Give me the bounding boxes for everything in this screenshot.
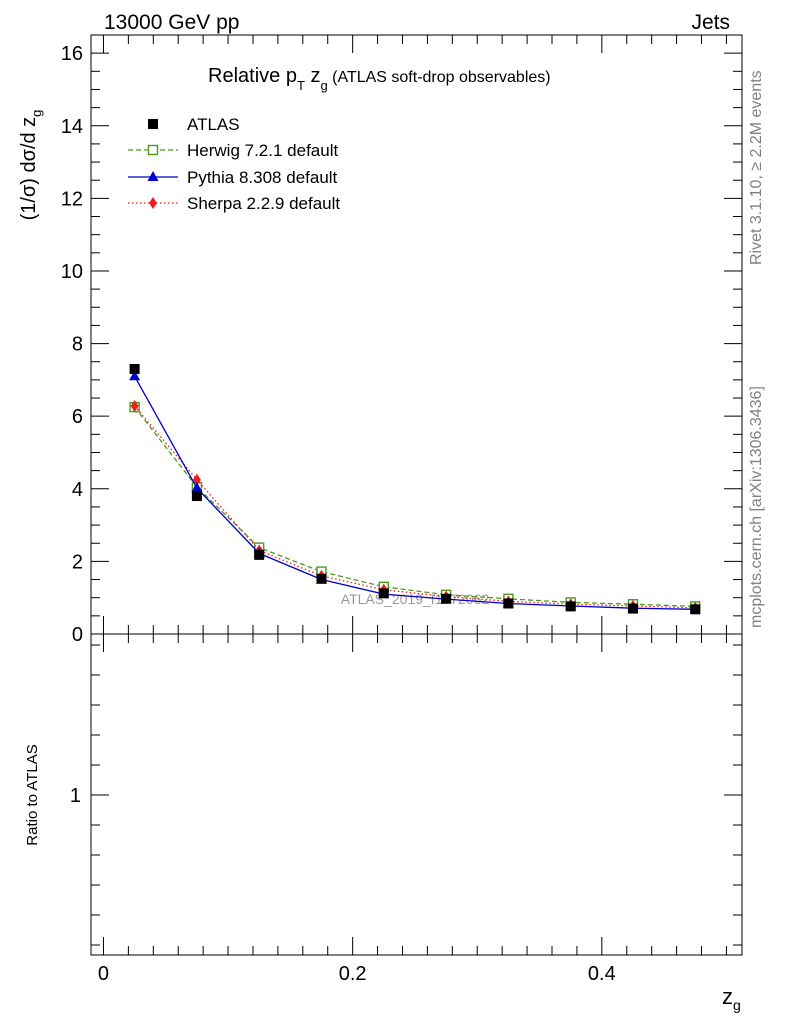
y-axis-label-main: (1/σ) dσ/d z — [18, 117, 40, 221]
y-tick-label: 8 — [72, 334, 83, 356]
data-point — [191, 482, 203, 493]
ratio-y-axis-label: Ratio to ATLAS — [24, 744, 41, 845]
y-axis-label: (1/σ) dσ/d zg — [18, 110, 44, 221]
data-point — [316, 573, 327, 584]
legend-label: Pythia 8.308 default — [187, 168, 338, 187]
y-tick-label: 10 — [61, 261, 83, 283]
plot-title-sub-t: T — [297, 78, 305, 93]
legend-item-sherpa: Sherpa 2.2.9 default — [128, 194, 340, 213]
data-point — [191, 491, 202, 502]
rivet-version-label: Rivet 3.1.10, ≥ 2.2M events — [748, 70, 765, 265]
series-line — [134, 406, 696, 608]
legend-marker — [148, 119, 158, 129]
series-sherpa — [130, 400, 700, 614]
ratio-y-tick-label: 1 — [70, 785, 81, 807]
ratio-plot-frame — [90, 633, 743, 956]
data-point — [129, 363, 140, 374]
y-tick-label: 0 — [72, 624, 83, 646]
legend-marker — [149, 197, 157, 209]
axis-ticks: 0 2 4 6 8 10 12 14 16 0 0.2 0.4 1 — [61, 34, 742, 985]
x-axis-label-sub: g — [733, 997, 741, 1013]
series-pythia — [129, 370, 701, 614]
y-tick-label: 12 — [61, 188, 83, 210]
data-point — [254, 549, 265, 560]
legend-label: Herwig 7.2.1 default — [187, 141, 338, 160]
energy-label: 13000 GeV pp — [104, 11, 239, 34]
data-point — [129, 370, 141, 381]
legend-label: Sherpa 2.2.9 default — [187, 194, 340, 213]
mcplots-label: mcplots.cern.ch [arXiv:1306.3436] — [748, 386, 765, 628]
y-axis-label-sub: g — [29, 110, 44, 117]
data-point — [627, 603, 638, 614]
series-atlas — [129, 363, 701, 615]
y-tick-label: 2 — [72, 551, 83, 573]
y-tick-label: 4 — [72, 479, 83, 501]
plot-title-zg: z — [305, 65, 321, 87]
x-axis-label: zg — [722, 984, 741, 1013]
legend-label: ATLAS — [187, 115, 240, 134]
data-point — [565, 601, 576, 612]
legend-marker — [147, 144, 159, 156]
y-tick-label: 6 — [72, 406, 83, 428]
data-point — [378, 588, 389, 599]
plot-title-sub-g: g — [320, 78, 327, 93]
data-point — [503, 598, 514, 609]
data-point — [192, 473, 201, 486]
series-line — [134, 375, 696, 610]
legend-marker — [147, 171, 159, 181]
x-axis-label-main: z — [722, 984, 733, 1009]
y-tick-label: 16 — [61, 43, 83, 65]
legend-item-herwig: Herwig 7.2.1 default — [128, 141, 338, 160]
plot-title-paren: (ATLAS soft-drop observables) — [328, 69, 551, 86]
legend-item-atlas: ATLAS — [148, 115, 240, 134]
x-tick-label: 0.4 — [588, 963, 616, 985]
data-point — [690, 604, 701, 615]
plot-title-main: Relative p — [208, 65, 297, 87]
process-label: Jets — [691, 11, 730, 34]
legend: ATLAS Herwig 7.2.1 default Pythia 8.308 de… — [128, 115, 340, 213]
legend-item-pythia: Pythia 8.308 default — [128, 168, 338, 187]
plot-title: Relative pT zg (ATLAS soft-drop observab… — [208, 65, 551, 93]
data-point — [130, 400, 139, 413]
series-layer — [129, 363, 701, 615]
series-line — [134, 405, 696, 609]
y-tick-label: 14 — [61, 116, 83, 138]
x-tick-label: 0 — [98, 963, 109, 985]
data-point — [441, 593, 452, 604]
x-tick-label: 0.2 — [339, 963, 367, 985]
